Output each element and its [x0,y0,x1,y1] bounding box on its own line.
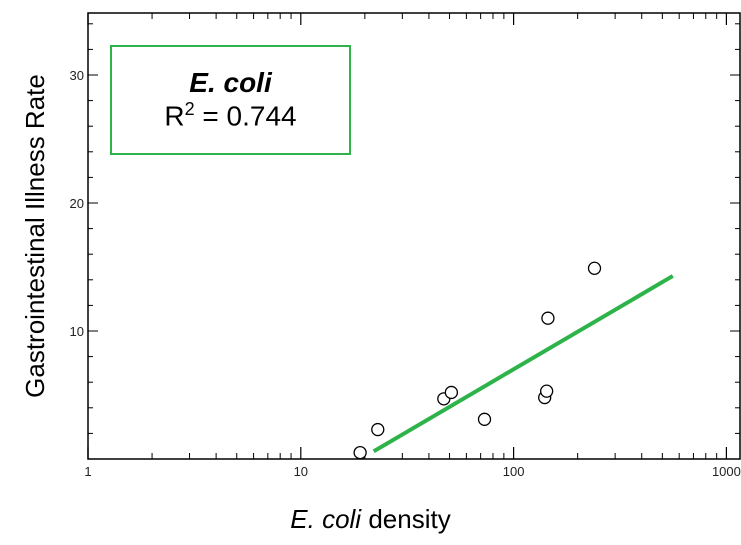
data-point [371,422,385,437]
x-tick-label: 1000 [712,464,741,479]
minor-ticks [88,13,740,459]
x-axis-label-italic: E. coli [290,504,362,534]
tick-labels: 1 10 100 1000 10 20 30 [70,68,741,479]
trendline [372,274,674,454]
legend-r2-sup: 2 [184,99,195,120]
y-tick-label: 30 [70,68,84,83]
y-tick-label: 20 [70,196,84,211]
x-tick-label: 100 [503,464,525,479]
data-point [444,385,459,400]
data-point [353,445,367,460]
data-point [477,412,492,426]
major-ticks [87,13,740,459]
plot-border [87,12,741,460]
y-tick-label: 10 [70,324,84,339]
y-axis-label: Gastrointestinal Illness Rate [20,74,50,398]
legend-r2-prefix: R [164,100,185,132]
x-axis-label-rest: density [361,504,451,534]
legend-r2-value: = 0.744 [194,100,297,132]
x-tick-label: 10 [294,464,308,479]
x-axis-label: E. coli density [0,504,741,535]
legend-r2: R2 = 0.744 [164,99,296,133]
data-point [587,261,602,275]
legend-box: E. coli R2 = 0.744 [110,45,351,155]
plot-frame [87,12,741,460]
x-tick-label: 1 [84,464,91,479]
data-point [541,311,555,325]
data-points [353,261,602,460]
legend-title: E. coli [189,67,272,99]
data-point [540,384,554,398]
trendline-group [372,274,674,454]
